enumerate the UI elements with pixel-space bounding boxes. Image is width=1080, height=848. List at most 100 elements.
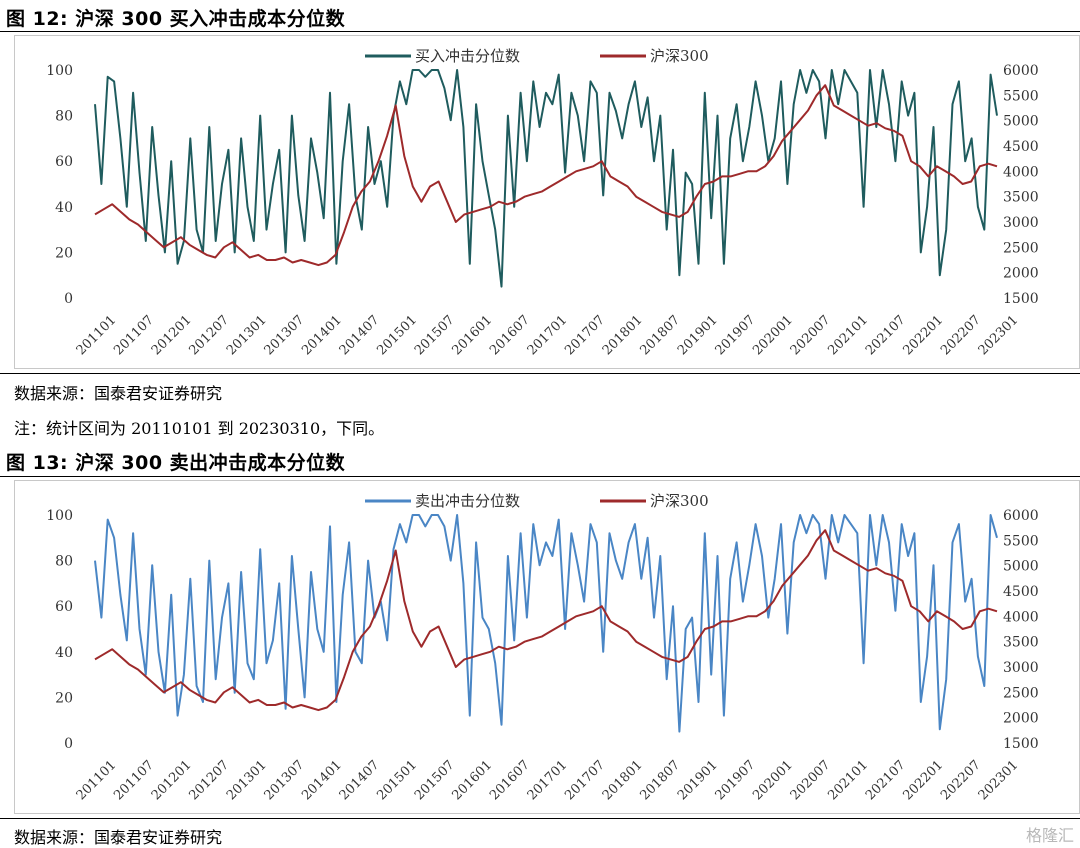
x-tick-label: 202207 (938, 758, 984, 804)
y-left-tick-label: 20 (55, 245, 73, 261)
y-left-tick-label: 60 (55, 599, 73, 615)
x-tick-label: 202101 (825, 758, 871, 804)
y-right-tick-label: 3500 (1003, 190, 1039, 206)
x-tick-label: 201207 (186, 758, 232, 804)
x-tick-label: 201107 (111, 758, 157, 804)
y-left-tick-label: 100 (46, 63, 73, 79)
x-tick-label: 202001 (750, 758, 796, 804)
watermark-logo: 格隆汇 (1025, 826, 1074, 845)
x-tick-label: 201107 (111, 313, 157, 359)
legend-label: 买入冲击分位数 (415, 47, 520, 65)
x-tick-label: 201501 (374, 313, 420, 359)
x-tick-label: 201407 (337, 313, 383, 359)
x-tick-label: 202101 (825, 313, 871, 359)
y-right-tick-label: 6000 (1003, 63, 1039, 79)
x-tick-label: 201807 (637, 313, 683, 359)
x-tick-label: 202007 (788, 313, 834, 359)
x-tick-label: 201301 (224, 313, 270, 359)
period-note: 注：统计区间为 20110101 到 20230310，下同。 (14, 419, 385, 438)
x-tick-label: 202107 (863, 313, 909, 359)
source-note-1: 数据来源：国泰君安证券研究 (14, 384, 223, 403)
chart-sell-frame: 0 20 40 60 80 100 1500 2000 2500 3000 3500 4000 4500… (14, 480, 1080, 814)
chart-rule (0, 373, 1080, 374)
x-tick-label: 201901 (675, 758, 721, 804)
y-left-tick-label: 0 (64, 736, 73, 752)
series-line-quantile (94, 514, 998, 733)
y-right-tick-label: 4000 (1003, 609, 1039, 625)
y-right-tick-label: 2000 (1003, 711, 1039, 727)
y-left-tick-label: 60 (55, 154, 73, 170)
legend-label: 沪深300 (650, 492, 709, 510)
x-tick-label: 201101 (74, 313, 120, 359)
x-tick-label: 201607 (487, 313, 533, 359)
y-left-tick-label: 80 (55, 109, 73, 125)
x-tick-label: 201907 (713, 313, 759, 359)
y-right-tick-label: 5500 (1003, 88, 1039, 104)
x-tick-label: 201707 (562, 313, 608, 359)
figure-title-buy: 图 12: 沪深 300 买入冲击成本分位数 (6, 8, 346, 30)
x-tick-label: 201807 (637, 758, 683, 804)
y-right-tick-label: 3000 (1003, 215, 1039, 231)
y-right-tick-label: 3000 (1003, 660, 1039, 676)
y-right-tick-label: 2500 (1003, 240, 1039, 256)
x-tick-label: 201307 (262, 758, 308, 804)
x-tick-label: 201207 (186, 313, 232, 359)
y-left-tick-label: 0 (64, 291, 73, 307)
x-tick-label: 201907 (713, 758, 759, 804)
y-right-tick-label: 2500 (1003, 685, 1039, 701)
y-right-tick-label: 1500 (1003, 736, 1039, 752)
x-tick-label: 201307 (262, 313, 308, 359)
y-left-tick-label: 40 (55, 645, 73, 661)
x-tick-label: 201607 (487, 758, 533, 804)
x-tick-label: 201507 (412, 313, 458, 359)
y-right-tick-label: 4500 (1003, 584, 1039, 600)
y-right-tick-label: 2000 (1003, 266, 1039, 282)
y-left-tick-label: 40 (55, 200, 73, 216)
x-tick-label: 201601 (450, 313, 496, 359)
x-tick-label: 201301 (224, 758, 270, 804)
title-rule (0, 31, 1080, 32)
x-tick-label: 201901 (675, 313, 721, 359)
x-tick-label: 201701 (525, 313, 571, 359)
chart-rule-2 (0, 818, 1080, 819)
legend-label: 沪深300 (650, 47, 709, 65)
x-tick-label: 201707 (562, 758, 608, 804)
y-right-tick-label: 5500 (1003, 533, 1039, 549)
x-tick-label: 201501 (374, 758, 420, 804)
chart-sell: 0 20 40 60 80 100 1500 2000 2500 3000 3500 4000 4500… (46, 492, 1039, 804)
x-tick-label: 202201 (901, 313, 947, 359)
y-left-tick-label: 20 (55, 690, 73, 706)
x-tick-label: 201401 (299, 758, 345, 804)
x-tick-label: 202007 (788, 758, 834, 804)
y-right-tick-label: 4500 (1003, 139, 1039, 155)
chart-buy: 0 20 40 60 80 100 1500 2000 2500 3000 3500 4000 4500… (46, 47, 1039, 359)
x-tick-label: 201407 (337, 758, 383, 804)
x-tick-label: 201601 (450, 758, 496, 804)
y-left-tick-label: 80 (55, 554, 73, 570)
x-tick-label: 201401 (299, 313, 345, 359)
x-tick-label: 202301 (976, 758, 1022, 804)
figure-title-sell: 图 13: 沪深 300 卖出冲击成本分位数 (6, 452, 346, 474)
title-rule-2 (0, 476, 1080, 477)
x-tick-label: 201507 (412, 758, 458, 804)
series-line-index (94, 84, 998, 267)
y-right-tick-label: 6000 (1003, 508, 1039, 524)
series-line-index (94, 529, 998, 712)
source-note-2: 数据来源：国泰君安证券研究 (14, 828, 223, 847)
series-line-quantile (94, 69, 998, 288)
x-tick-label: 201801 (600, 758, 646, 804)
x-tick-label: 201101 (74, 758, 120, 804)
legend-label: 卖出冲击分位数 (415, 492, 520, 510)
y-right-tick-label: 3500 (1003, 635, 1039, 651)
x-tick-label: 201201 (149, 758, 195, 804)
y-right-tick-label: 4000 (1003, 164, 1039, 180)
x-tick-label: 202107 (863, 758, 909, 804)
x-tick-label: 201201 (149, 313, 195, 359)
x-tick-label: 202201 (901, 758, 947, 804)
x-tick-label: 201801 (600, 313, 646, 359)
x-tick-label: 201701 (525, 758, 571, 804)
y-right-tick-label: 5000 (1003, 559, 1039, 575)
x-tick-label: 202301 (976, 313, 1022, 359)
chart-buy-frame: 0 20 40 60 80 100 1500 2000 2500 3000 3500 4000 4500… (14, 35, 1080, 369)
y-right-tick-label: 1500 (1003, 291, 1039, 307)
